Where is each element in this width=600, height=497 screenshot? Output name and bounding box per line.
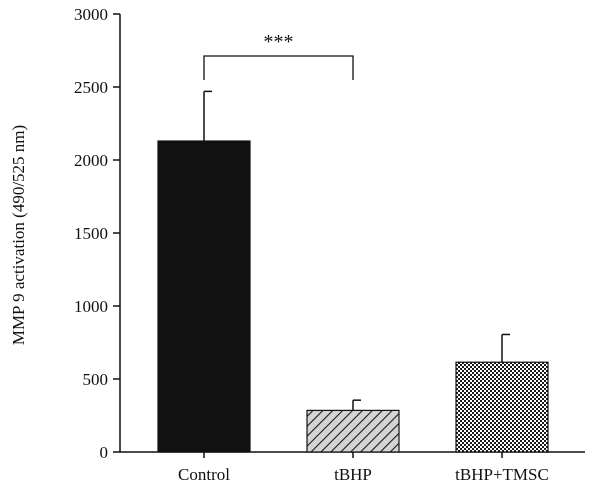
x-axis: Control tBHP tBHP+TMSC (120, 451, 585, 484)
y-tick-label: 2000 (74, 151, 108, 170)
significance-bracket-line (203, 55, 354, 80)
x-tick-label: tBHP (334, 465, 372, 484)
y-tick-label: 1000 (74, 297, 108, 316)
y-tick-label: 1500 (74, 224, 108, 243)
significance-label: *** (264, 31, 294, 53)
x-tick-label: tBHP+TMSC (455, 465, 549, 484)
y-tick-label: 3000 (74, 5, 108, 24)
y-tick-label: 0 (100, 443, 109, 462)
y-tick-label: 500 (83, 370, 109, 389)
bar-tbhp (306, 409, 400, 453)
significance-bracket: *** (203, 31, 354, 80)
y-tick-label: 2500 (74, 78, 108, 97)
bar-tbhp-tmsc (455, 361, 549, 453)
x-tick-label: Control (178, 465, 230, 484)
bars (157, 140, 549, 453)
y-axis-title: MMP 9 activation (490/525 nm) (9, 125, 28, 345)
y-axis: 0 500 1000 1500 2000 2500 3000 (74, 5, 121, 462)
bar-control (157, 140, 251, 453)
error-bars (203, 90, 510, 411)
